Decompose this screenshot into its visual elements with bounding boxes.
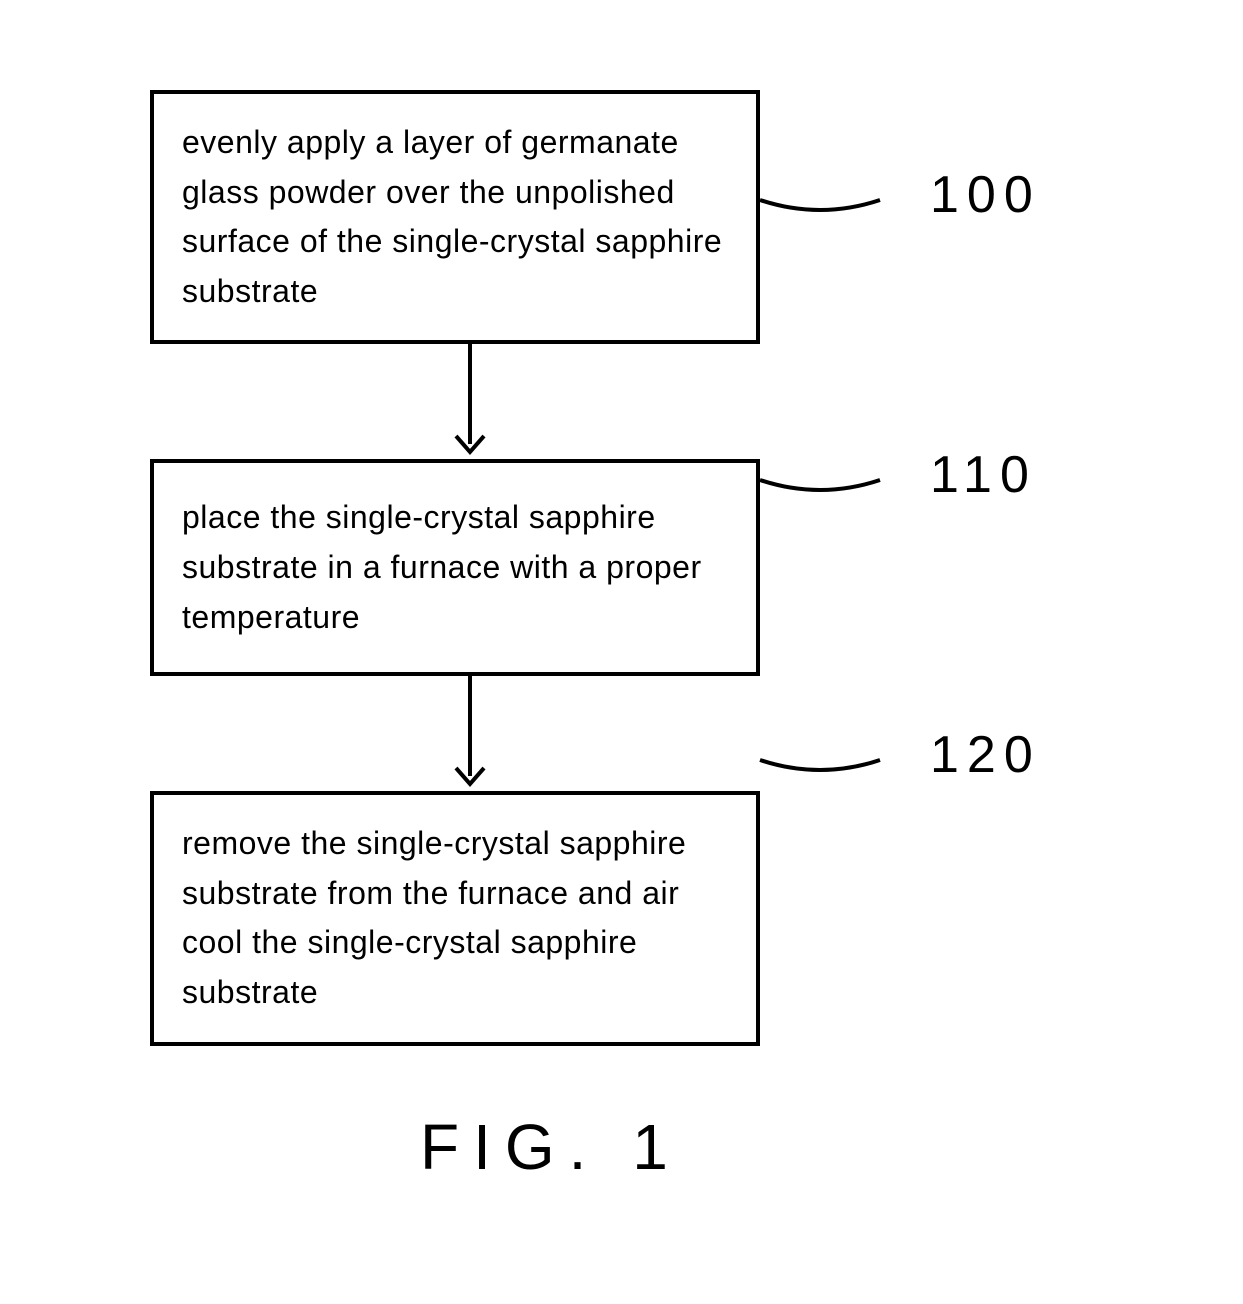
flowchart-node-step120: remove the single-crystal sapphire subst… <box>150 791 760 1045</box>
node-text: evenly apply a layer of germanate glass … <box>182 124 722 309</box>
node-label-110: 110 <box>930 445 1037 505</box>
node-text: remove the single-crystal sapphire subst… <box>182 825 686 1010</box>
flowchart-arrow-2 <box>450 676 490 791</box>
figure-caption: FIG. 1 <box>420 1110 682 1184</box>
flowchart-arrow-1 <box>450 344 490 459</box>
flowchart-container: evenly apply a layer of germanate glass … <box>150 90 1050 1046</box>
node-text: place the single-crystal sapphire substr… <box>182 499 702 634</box>
flowchart-node-step100: evenly apply a layer of germanate glass … <box>150 90 760 344</box>
flowchart-node-step110: place the single-crystal sapphire substr… <box>150 459 760 676</box>
node-label-100: 100 <box>930 165 1041 225</box>
node-label-120: 120 <box>930 725 1041 785</box>
